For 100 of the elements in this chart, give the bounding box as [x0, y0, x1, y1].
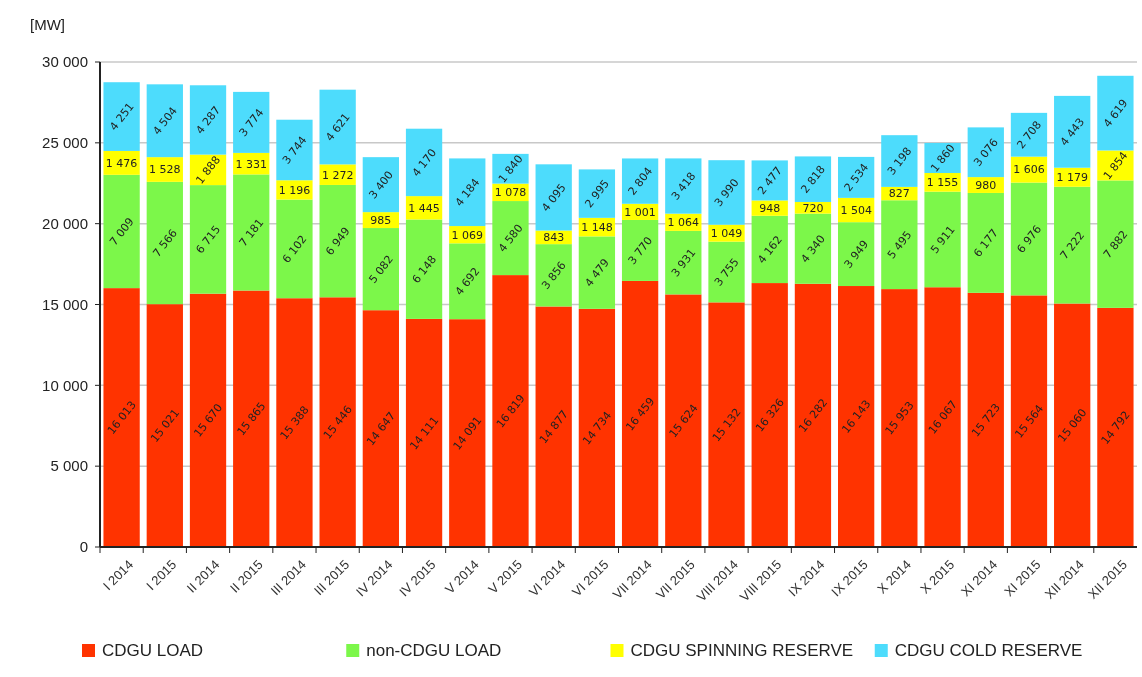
bar — [492, 275, 529, 547]
bar — [233, 174, 270, 291]
bar — [1010, 112, 1048, 157]
bar — [794, 156, 832, 202]
bar — [621, 219, 659, 281]
data-label: 1 331 — [235, 157, 267, 171]
data-label: 1 528 — [149, 163, 181, 177]
bar — [362, 310, 399, 547]
bar — [535, 244, 572, 307]
bar — [146, 181, 183, 305]
bar — [1097, 307, 1134, 547]
bar — [189, 85, 227, 155]
data-label: 827 — [888, 187, 910, 201]
bar — [362, 228, 399, 311]
data-label: 1 272 — [321, 168, 354, 182]
bar — [535, 164, 572, 231]
bar — [578, 169, 616, 218]
bar — [708, 241, 745, 303]
bar — [881, 135, 918, 187]
bar — [1097, 75, 1134, 151]
bar — [794, 283, 832, 547]
bar — [146, 304, 183, 547]
bar — [1054, 95, 1091, 168]
bar — [967, 292, 1004, 547]
bar — [449, 158, 486, 227]
bar — [189, 185, 227, 294]
bar — [276, 119, 313, 181]
data-label: 1 069 — [451, 228, 484, 242]
y-tick-label: 5 000 — [50, 457, 88, 475]
bar — [103, 174, 140, 289]
bar — [146, 84, 183, 158]
legend-label: non-CDGU LOAD — [366, 641, 502, 660]
bar — [1010, 295, 1048, 547]
data-label: 980 — [975, 178, 997, 192]
bar — [405, 128, 443, 197]
data-label: 1 606 — [1013, 163, 1045, 177]
y-tick-label: 15 000 — [42, 295, 88, 313]
data-label: 1 049 — [710, 227, 743, 241]
y-tick-label: 30 000 — [42, 53, 88, 71]
bar — [405, 318, 443, 547]
data-label: 1 064 — [667, 216, 700, 230]
legend-label: CDGU COLD RESERVE — [894, 641, 1083, 660]
bar — [535, 306, 572, 547]
bar — [967, 127, 1004, 178]
y-tick-label: 0 — [79, 538, 88, 556]
data-label: 1 476 — [105, 156, 138, 170]
y-tick-label: 20 000 — [42, 214, 88, 232]
bar — [362, 157, 399, 213]
bar — [621, 158, 659, 204]
data-label: 720 — [802, 201, 824, 215]
bar — [751, 215, 788, 284]
bar — [1054, 303, 1091, 547]
bar — [233, 91, 270, 153]
bar — [708, 302, 745, 547]
bar — [751, 283, 788, 547]
data-label: 1 001 — [624, 205, 656, 219]
bar — [276, 298, 313, 547]
data-label: 4 251 — [107, 100, 137, 134]
data-label: 15 021 — [148, 406, 183, 445]
data-label: 4 692 — [452, 265, 483, 298]
bar — [578, 236, 616, 309]
data-label: 15 723 — [969, 400, 1004, 440]
bar — [924, 287, 961, 547]
data-label: 1 445 — [408, 201, 440, 215]
legend-label: CDGU SPINNING RESERVE — [630, 641, 854, 660]
bar — [708, 160, 745, 225]
bar — [578, 308, 616, 547]
data-label: 1 155 — [926, 176, 959, 190]
data-label: 14 091 — [450, 414, 485, 453]
data-label: 15 624 — [666, 401, 701, 441]
y-tick-label: 25 000 — [42, 134, 88, 152]
data-label: 1 504 — [840, 203, 872, 217]
data-label: 7 181 — [236, 216, 267, 250]
bar — [276, 199, 313, 299]
bar — [665, 230, 702, 295]
data-label: 1 078 — [494, 186, 527, 200]
bar — [233, 290, 270, 547]
y-axis-title: [MW] — [30, 16, 65, 33]
bar — [967, 192, 1004, 293]
data-label: 16 459 — [623, 395, 658, 434]
data-label: 4 621 — [323, 110, 353, 144]
bar — [449, 243, 486, 320]
bar — [319, 184, 356, 298]
bar — [1054, 186, 1091, 304]
bar — [405, 219, 443, 319]
bar — [319, 89, 356, 165]
bar — [881, 200, 918, 290]
data-label: 5 911 — [928, 223, 958, 257]
bar — [1010, 182, 1048, 296]
bar — [103, 82, 140, 151]
data-label: 1 196 — [278, 183, 311, 197]
bar — [621, 280, 659, 547]
bar — [881, 289, 918, 547]
data-label: 948 — [759, 201, 781, 215]
y-tick-label: 10 000 — [42, 376, 88, 394]
bar — [492, 201, 529, 276]
data-label: 14 734 — [580, 408, 615, 448]
bar — [449, 319, 486, 547]
bar — [665, 294, 702, 547]
bar — [838, 286, 875, 547]
